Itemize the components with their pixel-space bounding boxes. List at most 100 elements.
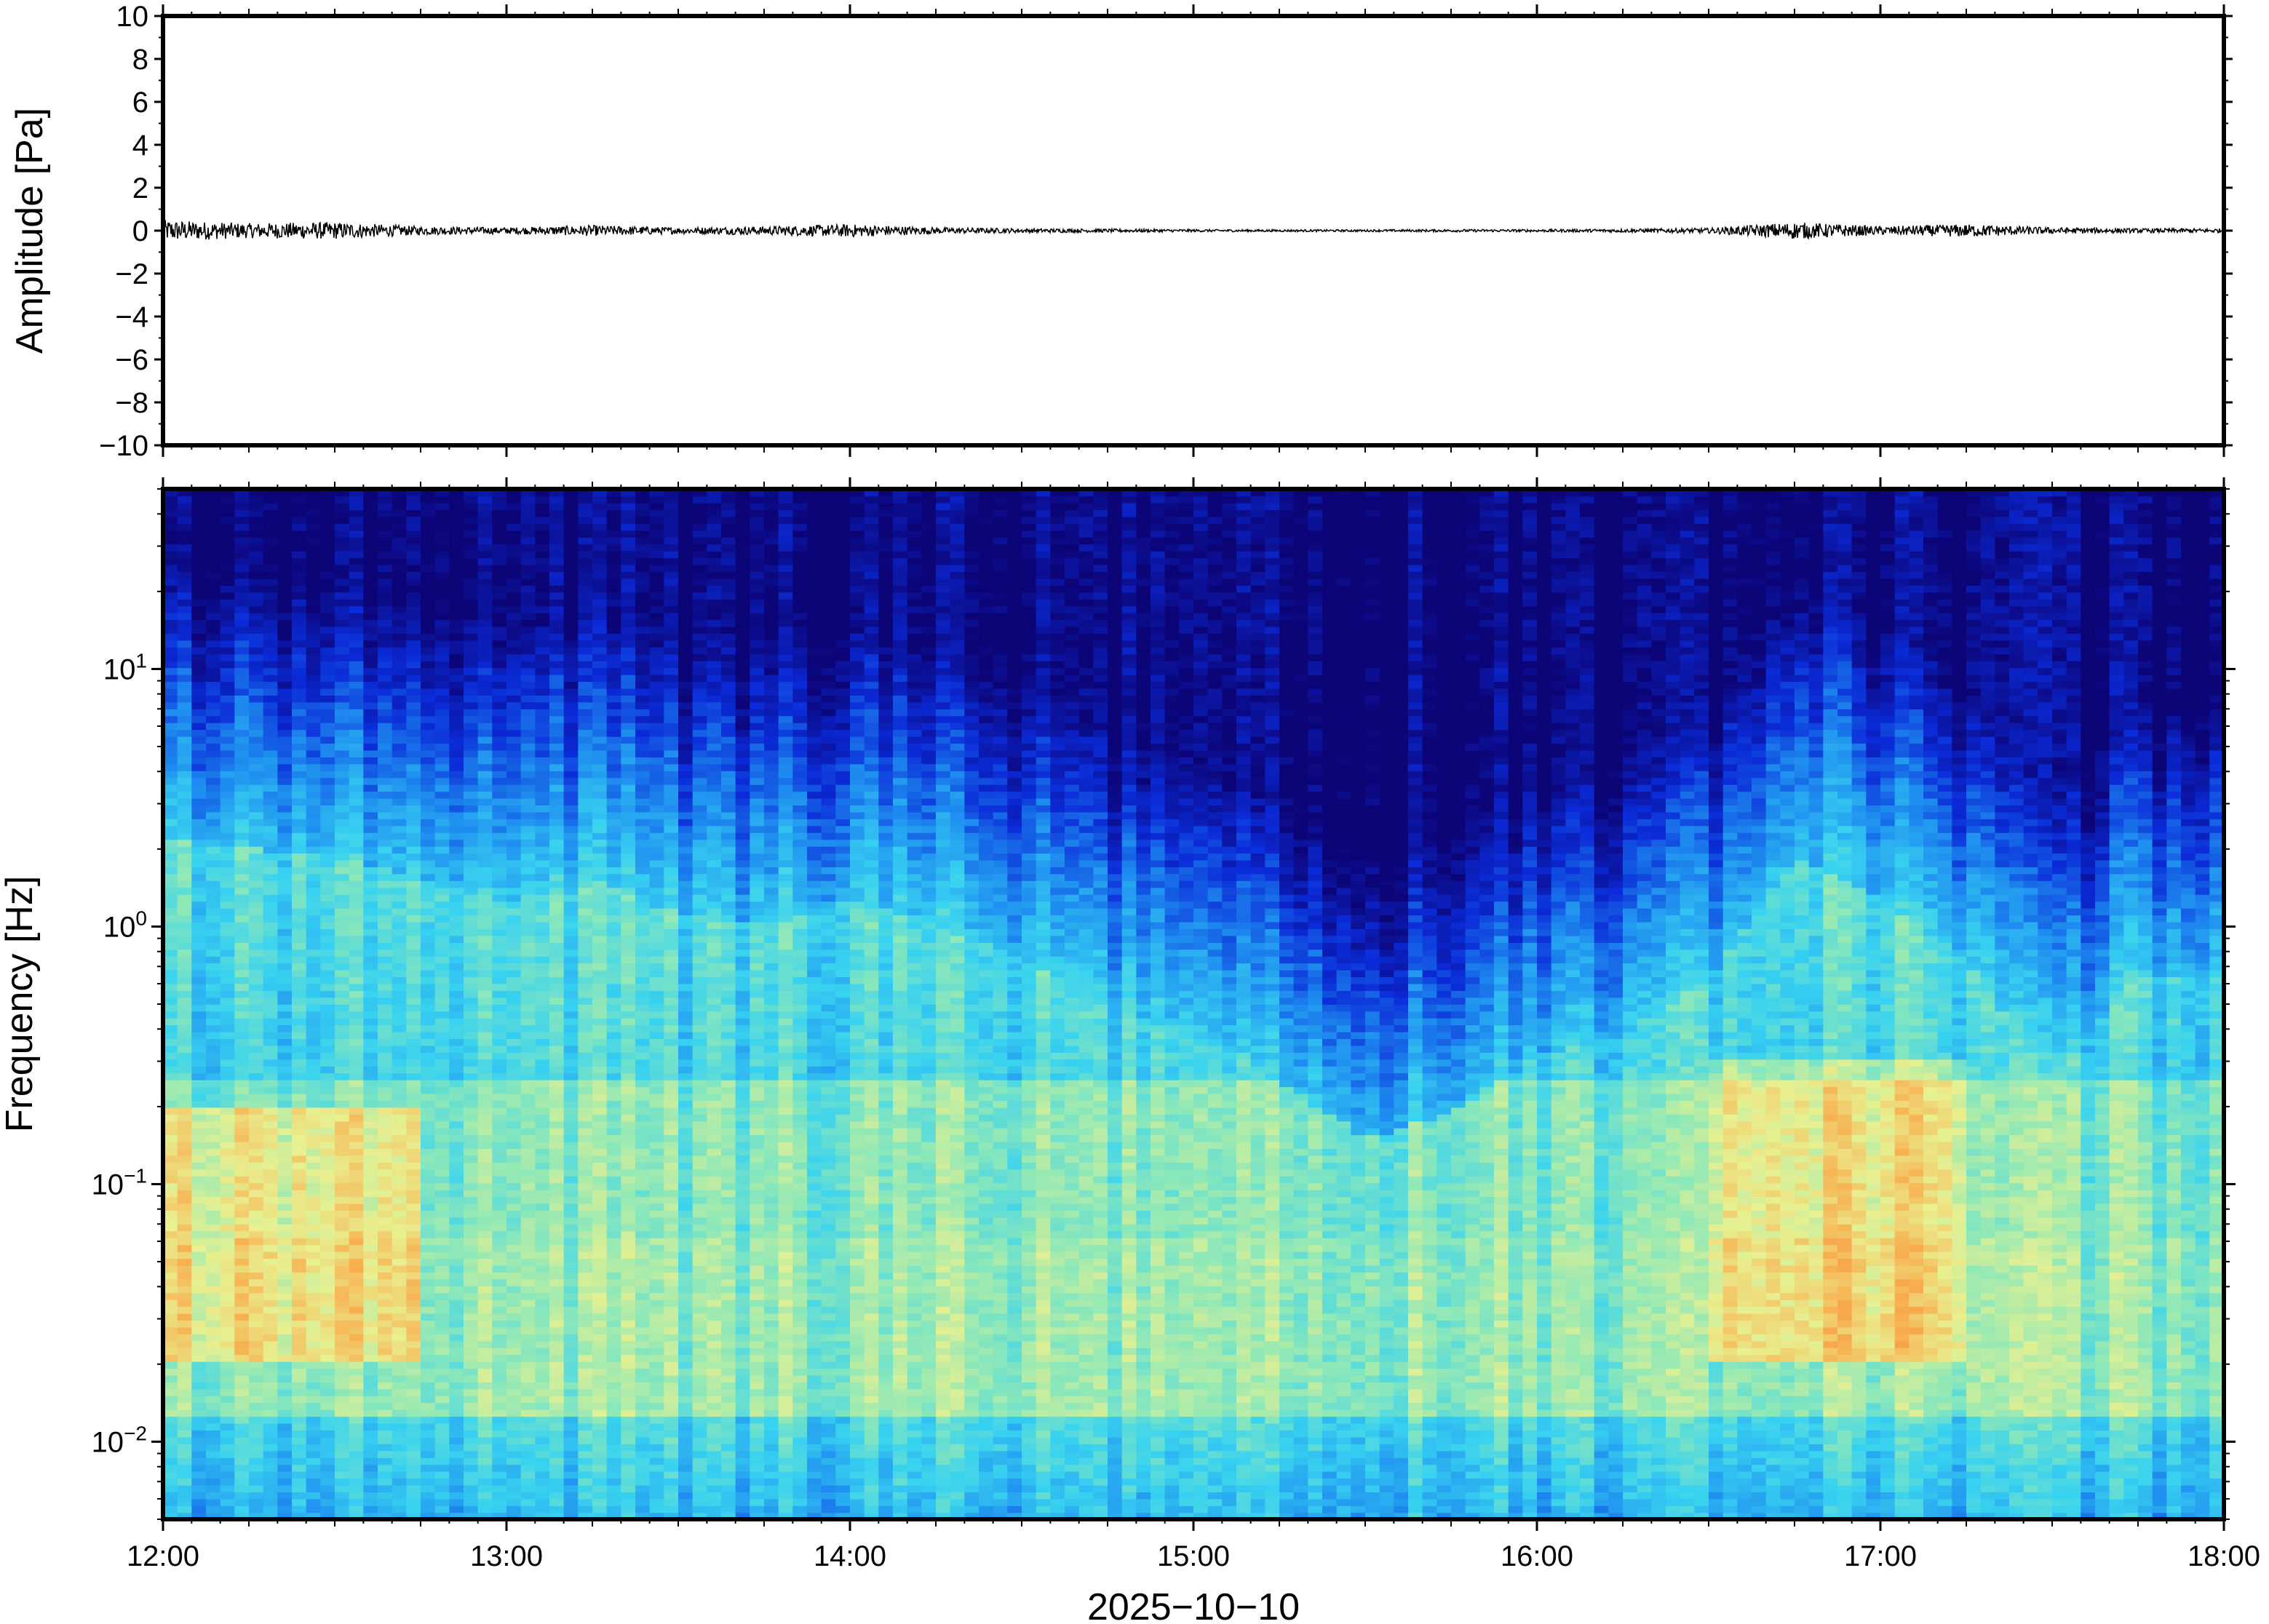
spectrogram-cell: [277, 1457, 293, 1465]
spectrogram-cell: [335, 1210, 350, 1218]
spectrogram-cell: [249, 743, 264, 751]
spectrogram-cell: [520, 1031, 536, 1039]
spectrogram-cell: [535, 901, 550, 909]
spectrogram-cell: [363, 749, 378, 757]
spectrogram-cell: [535, 976, 550, 984]
spectrogram-cell: [392, 1134, 408, 1142]
spectrogram-cell: [464, 1072, 479, 1080]
spectrogram-cell: [320, 819, 335, 827]
spectrogram-cell: [449, 530, 464, 538]
spectrogram-cell: [363, 516, 378, 524]
spectrogram-cell: [292, 1320, 307, 1328]
spectrogram-cell: [349, 722, 365, 731]
spectrogram-cell: [335, 1430, 350, 1438]
spectrogram-cell: [306, 1162, 322, 1170]
spectrogram-cell: [520, 489, 536, 497]
spectrogram-cell: [434, 777, 450, 785]
spectrogram-cell: [549, 1512, 565, 1519]
spectrogram-cell: [249, 1402, 264, 1410]
spectrogram-cell: [421, 1436, 436, 1444]
spectrogram-cell: [378, 1299, 393, 1307]
spectrogram-cell: [434, 1470, 450, 1479]
spectrogram-cell: [421, 1512, 436, 1519]
spectrogram-cell: [206, 853, 221, 861]
spectrogram-cell: [249, 1306, 264, 1314]
spectrogram-cell: [191, 1320, 207, 1328]
amplitude-tick-label: 2: [132, 172, 148, 204]
spectrogram-cell: [277, 1416, 293, 1424]
spectrogram-cell: [292, 1237, 307, 1246]
spectrogram-cell: [549, 921, 565, 929]
spectrogram-cell: [563, 599, 579, 607]
spectrogram-cell: [492, 1086, 507, 1094]
spectrogram-cell: [563, 1361, 579, 1369]
spectrogram-cell: [349, 1217, 365, 1225]
spectrogram-cell: [421, 1052, 436, 1060]
spectrogram-cell: [378, 1169, 393, 1177]
spectrogram-cell: [163, 550, 178, 559]
spectrogram-cell: [449, 509, 464, 517]
spectrogram-cell: [163, 1444, 178, 1452]
spectrogram-cell: [177, 1430, 193, 1438]
spectrogram-cell: [492, 544, 507, 552]
spectrogram-cell: [578, 1176, 593, 1184]
spectrogram-cell: [563, 1334, 579, 1342]
spectrogram-cell: [306, 502, 322, 511]
spectrogram-cell: [406, 1107, 421, 1115]
spectrogram-cell: [477, 1230, 493, 1238]
spectrogram-cell: [464, 585, 479, 593]
spectrogram-cell: [592, 1286, 608, 1294]
spectrogram-cell: [392, 1121, 408, 1129]
spectrogram-cell: [206, 1093, 221, 1101]
spectrogram-cell: [592, 901, 608, 909]
spectrogram-cell: [449, 784, 464, 792]
spectrogram-cell: [406, 647, 421, 655]
spectrogram-cell: [349, 771, 365, 779]
spectrogram-cell: [249, 585, 264, 593]
spectrogram-cell: [520, 797, 536, 806]
spectrogram-cell: [421, 1086, 436, 1094]
spectrogram-cell: [306, 1114, 322, 1122]
spectrogram-cell: [277, 1278, 293, 1286]
spectrogram-cell: [592, 784, 608, 792]
spectrogram-cell: [363, 1011, 378, 1019]
spectrogram-cell: [464, 1141, 479, 1150]
spectrogram-cell: [191, 955, 207, 964]
spectrogram-cell: [434, 976, 450, 984]
spectrogram-cell: [563, 1402, 579, 1410]
spectrogram-cell: [535, 873, 550, 881]
spectrogram-cell: [191, 859, 207, 867]
spectrogram-cell: [549, 777, 565, 785]
spectrogram-cell: [549, 1368, 565, 1376]
spectrogram-cell: [320, 1189, 335, 1198]
spectrogram-cell: [578, 901, 593, 909]
spectrogram-cell: [220, 1286, 236, 1294]
spectrogram-cell: [220, 1121, 236, 1129]
spectrogram-cell: [421, 1182, 436, 1190]
spectrogram-cell: [563, 489, 579, 497]
spectrogram-cell: [177, 1512, 193, 1519]
spectrogram-cell: [464, 709, 479, 717]
spectrogram-cell: [492, 1402, 507, 1410]
spectrogram-cell: [234, 997, 250, 1005]
spectrogram-cell: [549, 1169, 565, 1177]
spectrogram-cell: [464, 509, 479, 517]
spectrogram-cell: [335, 955, 350, 964]
spectrogram-cell: [549, 530, 565, 538]
spectrogram-cell: [234, 736, 250, 744]
spectrogram-cell: [406, 537, 421, 545]
spectrogram-cell: [464, 578, 479, 586]
spectrogram-cell: [163, 1320, 178, 1328]
spectrogram-cell: [563, 578, 579, 586]
spectrogram-cell: [535, 729, 550, 737]
spectrogram-cell: [563, 791, 579, 799]
spectrogram-cell: [406, 901, 421, 909]
spectrogram-cell: [421, 757, 436, 765]
spectrogram-cell: [320, 997, 335, 1005]
spectrogram-cell: [506, 564, 522, 573]
spectrogram-cell: [477, 1031, 493, 1039]
spectrogram-cell: [320, 1059, 335, 1067]
spectrogram-cell: [406, 1230, 421, 1238]
spectrogram-cell: [477, 1148, 493, 1156]
spectrogram-cell: [249, 921, 264, 929]
